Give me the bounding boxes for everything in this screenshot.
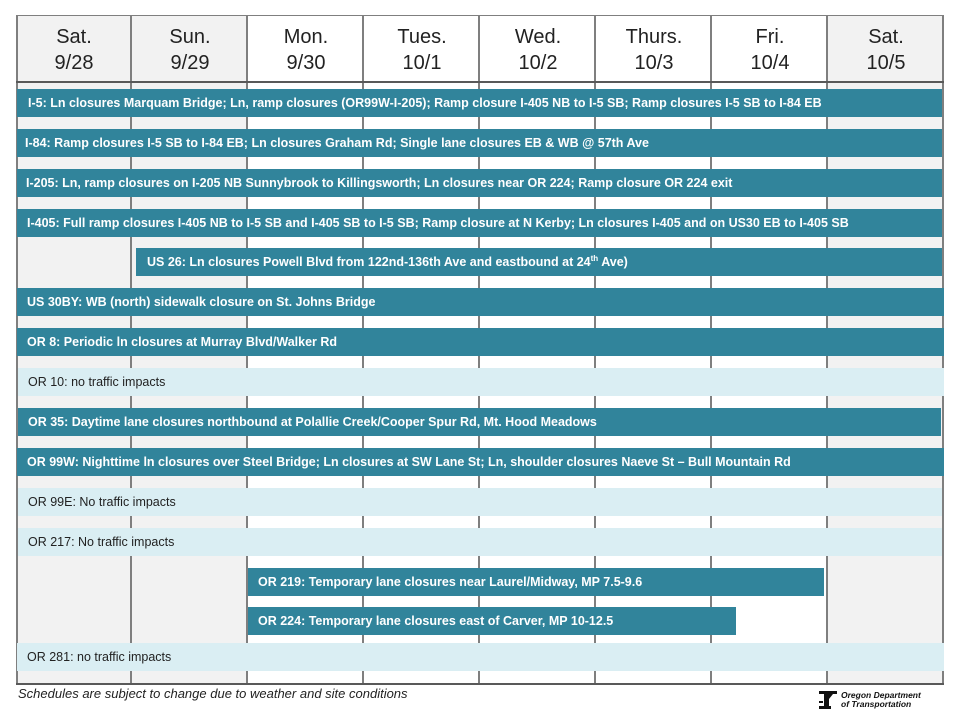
header-date: 10/2 <box>518 52 558 74</box>
header-day: Mon. <box>283 26 329 48</box>
header-cell: Tues. 10/1 <box>364 16 480 82</box>
no-impact-bar-or217: OR 217: No traffic impacts <box>18 528 942 556</box>
header-cell: Fri. 10/4 <box>712 16 828 82</box>
date-header-row: Sat. 9/28 Sun. 9/29 Mon. 9/30 Tues. 10/1 Wed… <box>16 15 944 83</box>
header-date: 10/4 <box>750 52 790 74</box>
closure-bar-i405: I-405: Full ramp closures I-405 NB to I-… <box>17 209 942 237</box>
logo-line-2: of Transportation <box>841 699 912 709</box>
no-impact-bar-or99e: OR 99E: No traffic impacts <box>18 488 942 516</box>
header-day: Sat. <box>868 26 904 48</box>
bar-superscript: th <box>590 254 599 263</box>
header-day: Tues. <box>397 26 447 48</box>
closure-bar-i84: I-84: Ramp closures I-5 SB to I-84 EB; L… <box>17 129 942 157</box>
closure-bar-or8: OR 8: Periodic ln closures at Murray Blv… <box>17 328 944 356</box>
header-date: 9/28 <box>54 52 94 74</box>
closure-bar-i205: I-205: Ln, ramp closures on I-205 NB Sun… <box>17 169 942 197</box>
header-day: Thurs. <box>625 26 683 48</box>
header-day: Wed. <box>514 26 562 48</box>
header-cell: Sat. 10/5 <box>828 16 944 82</box>
table-bottom-border <box>16 683 944 685</box>
header-date: 10/3 <box>634 52 674 74</box>
header-day: Sun. <box>169 26 211 48</box>
closure-bar-us30by: US 30BY: WB (north) sidewalk closure on … <box>17 288 944 316</box>
bar-text: US 26: Ln closures Powell Blvd from 122n… <box>147 255 591 269</box>
closure-bar-or224: OR 224: Temporary lane closures east of … <box>248 607 736 635</box>
bar-text-end: Ave) <box>598 255 628 269</box>
header-date: 9/29 <box>170 52 210 74</box>
closure-bar-us26: US 26: Ln closures Powell Blvd from 122n… <box>136 248 942 276</box>
logo-line-1: Oregon Department <box>841 690 921 700</box>
odot-logo: Oregon Department of Transportation <box>818 690 921 710</box>
no-impact-bar-or281: OR 281: no traffic impacts <box>17 643 944 671</box>
header-cell: Thurs. 10/3 <box>596 16 712 82</box>
header-cell: Sat. 9/28 <box>16 16 132 82</box>
schedule-disclaimer: Schedules are subject to change due to w… <box>18 686 408 701</box>
header-date: 10/5 <box>866 52 906 74</box>
closure-bar-or99w: OR 99W: Nighttime ln closures over Steel… <box>17 448 944 476</box>
header-day: Fri. <box>755 26 785 48</box>
closure-bar-or35: OR 35: Daytime lane closures northbound … <box>18 408 941 436</box>
header-day: Sat. <box>56 26 92 48</box>
closure-bar-i5: I-5: Ln closures Marquam Bridge; Ln, ram… <box>17 89 942 117</box>
no-impact-bar-or10: OR 10: no traffic impacts <box>18 368 944 396</box>
header-cell: Sun. 9/29 <box>132 16 248 82</box>
header-date: 10/1 <box>402 52 442 74</box>
header-cell: Wed. 10/2 <box>480 16 596 82</box>
closure-bar-or219: OR 219: Temporary lane closures near Lau… <box>248 568 824 596</box>
odot-logo-icon <box>819 691 837 709</box>
header-cell: Mon. 9/30 <box>248 16 364 82</box>
header-date: 9/30 <box>286 52 326 74</box>
